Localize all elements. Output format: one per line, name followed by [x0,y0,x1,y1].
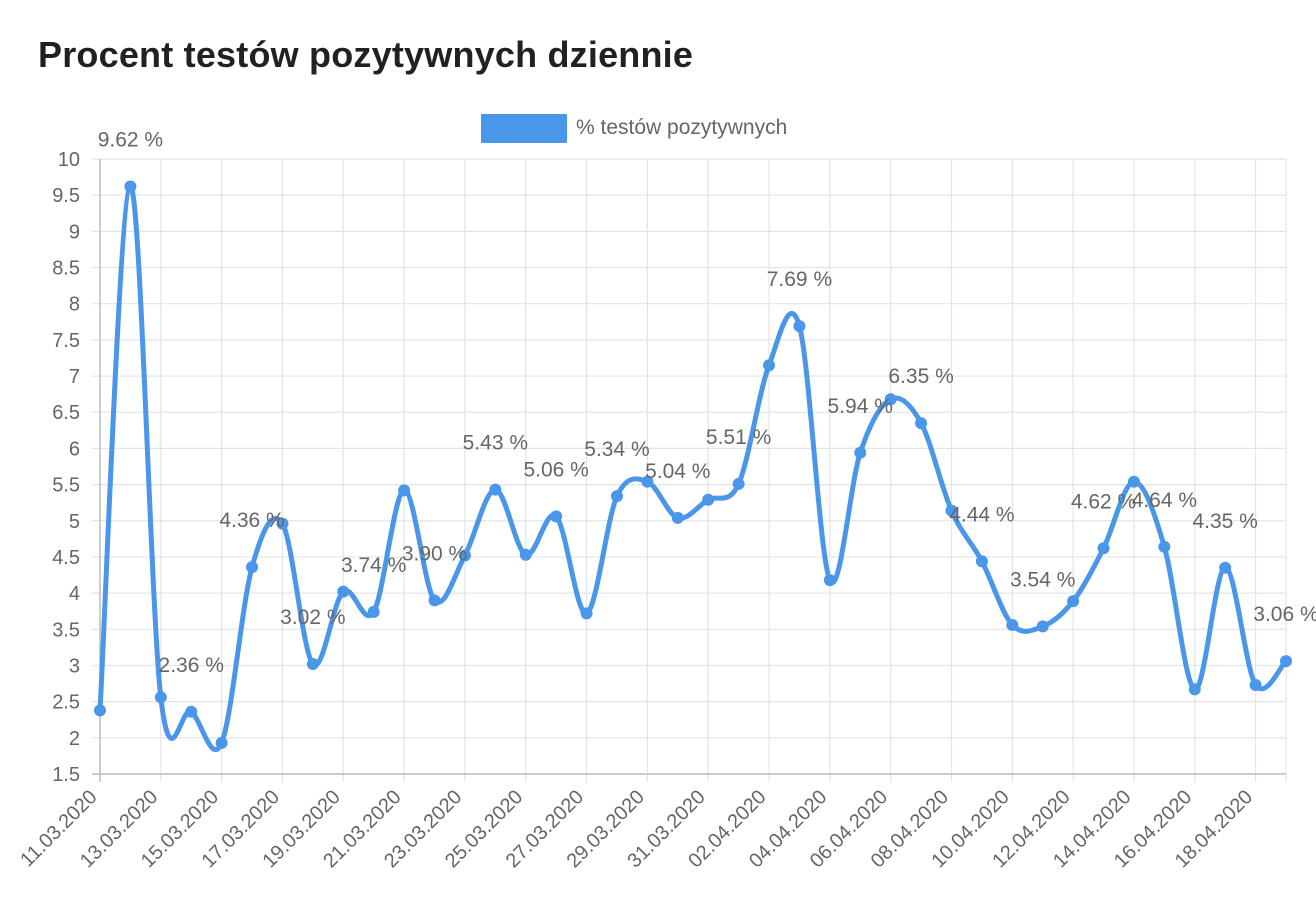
data-point [154,691,167,704]
data-point [1280,655,1292,668]
data-point [1067,595,1080,608]
data-label: 5.43 % [463,432,528,455]
y-tick-label: 10 [58,149,80,171]
data-point [671,511,684,524]
legend-swatch [481,113,567,143]
data-point [641,475,654,488]
data-label: 5.34 % [584,438,649,461]
data-point [823,574,836,587]
x-axis-ticks: 11.03.202013.03.202015.03.202017.03.2020… [16,786,1257,872]
data-point [489,483,502,496]
y-tick-label: 5 [69,511,80,533]
data-label: 4.62 % [1071,490,1136,513]
data-label: 7.69 % [767,268,832,291]
y-tick-label: 3.5 [52,619,80,641]
data-point [1188,683,1201,696]
data-point [702,493,715,506]
data-label: 9.62 % [98,128,163,151]
data-label: 3.90 % [402,542,467,565]
data-point [458,549,471,562]
data-label: 2.36 % [159,654,224,677]
y-tick-label: 2.5 [52,692,80,714]
data-point [246,561,259,574]
data-point [793,320,806,333]
data-point [1006,618,1019,631]
data-point [215,736,228,749]
data-point [732,477,745,490]
data-point [1127,475,1140,488]
data-point [1158,540,1171,553]
data-label: 6.35 % [888,365,953,388]
data-point [915,417,928,430]
y-tick-label: 6 [69,438,80,460]
y-tick-label: 9 [69,221,80,243]
chart-title: Procent testów pozytywnych dziennie [38,34,694,75]
data-point [1249,679,1262,692]
data-point [1036,620,1049,633]
data-label: 5.04 % [645,460,710,483]
data-point [398,484,411,497]
data-point [550,510,563,523]
data-point [124,180,137,193]
data-label: 5.06 % [523,458,588,481]
data-point [854,446,867,459]
data-labels: 9.62 % 2.36 % 4.36 % 3.02 % 3.74 %3.90 % 5.43… [98,128,1316,676]
data-point [1097,542,1110,555]
data-label: 5.51 % [706,426,771,449]
data-point [306,658,319,671]
y-tick-label: 8.5 [52,258,80,280]
data-label: 3.02 % [280,606,345,629]
y-tick-label: 4.5 [52,547,80,569]
y-tick-label: 8 [69,294,80,316]
chart-legend[interactable]: % testów pozytywnych [481,113,787,143]
legend-label: % testów pozytywnych [576,116,788,139]
data-point [519,548,532,561]
data-point [1219,561,1232,574]
data-label: 4.36 % [219,509,284,532]
data-points [94,180,1292,749]
data-label: 3.06 % [1253,603,1316,626]
y-tick-label: 7.5 [52,330,80,352]
data-label: 4.64 % [1132,489,1197,512]
y-axis-ticks: 1.5 2 2.5 3 3.5 4 4.5 5 5.5 6 6.5 7 7.5 8 8.5 9 9.5 10 [52,149,80,786]
data-point [945,504,958,517]
y-tick-label: 6.5 [52,402,80,424]
y-tick-label: 4 [69,583,80,605]
data-label: 3.54 % [1010,568,1075,591]
data-point [276,517,289,530]
data-point [337,585,350,598]
data-label: 4.35 % [1192,510,1257,533]
data-label: 3.74 % [341,554,406,577]
data-point [610,490,623,503]
data-point [94,704,106,717]
y-tick-label: 1.5 [52,764,80,786]
y-tick-label: 2 [69,728,80,750]
y-tick-label: 5.5 [52,475,80,497]
data-label: 4.44 % [949,503,1014,526]
y-tick-label: 3 [69,655,80,677]
y-tick-label: 9.5 [52,185,80,207]
data-point [367,605,380,618]
data-point [185,705,198,718]
data-label: 5.94 % [828,395,893,418]
data-point [763,359,776,372]
data-point [428,594,441,607]
data-point [884,393,897,406]
y-tick-label: 7 [69,366,80,388]
data-point [975,555,988,568]
data-point [580,607,593,620]
